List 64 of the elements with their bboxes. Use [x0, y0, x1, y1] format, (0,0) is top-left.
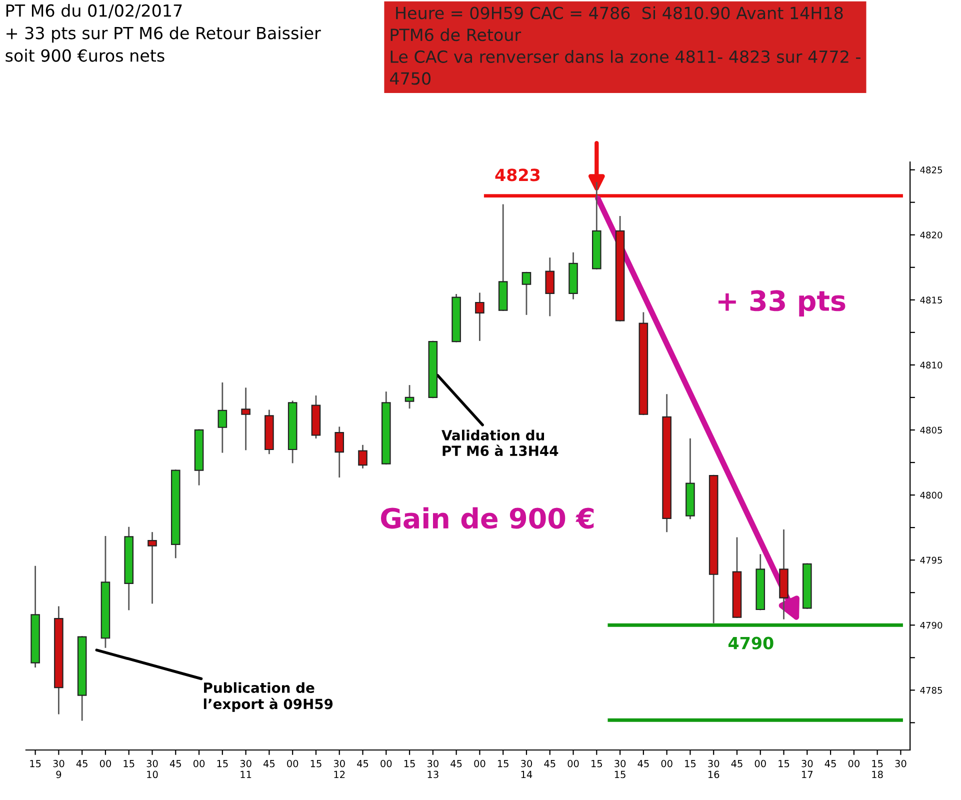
y-tick-label: 4790 [920, 622, 942, 629]
y-tick-label: 4795 [920, 556, 942, 564]
x-tick-label: 00 [568, 760, 579, 768]
x-tick-label: 45 [544, 760, 556, 768]
x-tick-label: 30 15 [614, 760, 626, 778]
candlestick [404, 385, 414, 409]
x-tick-label: 00 [474, 760, 486, 768]
x-tick-label: 15 [778, 760, 790, 768]
x-tick-label: 00 [287, 760, 298, 768]
x-tick-label: 00 [100, 760, 112, 768]
x-tick-label: 30 11 [240, 760, 252, 778]
y-tick-label: 4810 [920, 362, 942, 368]
annotation: Validation du PT M6 à 13H44 [442, 430, 558, 456]
x-tick-label: 45 [76, 760, 88, 768]
x-tick-label: 30 16 [708, 760, 720, 778]
candlestick [218, 382, 228, 453]
x-tick-label: 00 [661, 760, 672, 768]
y-tick-label: 4820 [920, 232, 942, 238]
x-tick-label: 45 [450, 760, 462, 768]
x-tick-label: 30 9 [53, 760, 64, 778]
y-tick-label: 4785 [920, 686, 942, 694]
y-tick-label: 4815 [920, 296, 942, 304]
x-tick-label: 30 14 [521, 760, 532, 778]
x-tick-label: 15 [124, 760, 134, 768]
x-tick-label: 15 [30, 760, 41, 768]
x-tick-label: 15 [404, 760, 415, 768]
ref-line-label: 4823 [495, 168, 540, 182]
x-tick-label: 00 [193, 760, 205, 768]
x-tick-label: 45 [731, 760, 742, 768]
x-tick-label: 15 18 [872, 760, 883, 778]
chart-subtitle: Heure = 09H59 CAC = 4786 Si 4810.90 Avant 14H18 PTM6 de Retour Le CAC va renverser dans la zone 4811- 4823 sur 4772 - 4750 [390, 6, 860, 85]
y-tick-label: 4800 [920, 492, 942, 499]
annotation: Publication de l’export à 09H59 [204, 682, 333, 712]
annotation: Gain de 900 € [380, 507, 594, 529]
candlestick [545, 258, 555, 316]
ref-line-label: 4790 [728, 636, 774, 650]
x-tick-label: 30 [895, 760, 906, 768]
x-tick-label: 00 [754, 760, 766, 768]
x-tick-label: 15 [217, 760, 228, 768]
x-tick-label: 45 [638, 760, 649, 768]
x-tick-label: 30 13 [427, 760, 438, 778]
x-tick-label: 15 [685, 760, 696, 768]
candlestick [522, 272, 532, 315]
x-tick-label: 30 10 [146, 760, 158, 778]
x-tick-label: 00 [380, 760, 392, 768]
candlestick [475, 292, 484, 341]
candlestick [358, 444, 368, 468]
x-tick-label: 15 [310, 760, 322, 768]
candlestick [241, 388, 250, 450]
x-tick-label: 30 17 [802, 760, 813, 778]
x-tick-label: 45 [824, 760, 836, 768]
x-tick-label: 15 [592, 760, 602, 768]
y-tick-label: 4825 [920, 166, 942, 174]
chart-title: PT M6 du 01/02/2017 + 33 pts sur PT M6 de Retour Baissier soit 900 €uros nets [6, 4, 321, 62]
x-tick-label: 45 [170, 760, 181, 768]
y-tick-label: 4805 [920, 426, 942, 434]
x-tick-label: 00 [848, 760, 860, 768]
x-tick-label: 45 [357, 760, 368, 768]
candlestick [334, 426, 344, 478]
x-tick-label: 45 [263, 760, 275, 768]
annotation: + 33 pts [718, 290, 846, 317]
x-tick-label: 15 [498, 760, 508, 768]
x-tick-label: 30 12 [334, 760, 345, 778]
candlestick [148, 532, 157, 604]
